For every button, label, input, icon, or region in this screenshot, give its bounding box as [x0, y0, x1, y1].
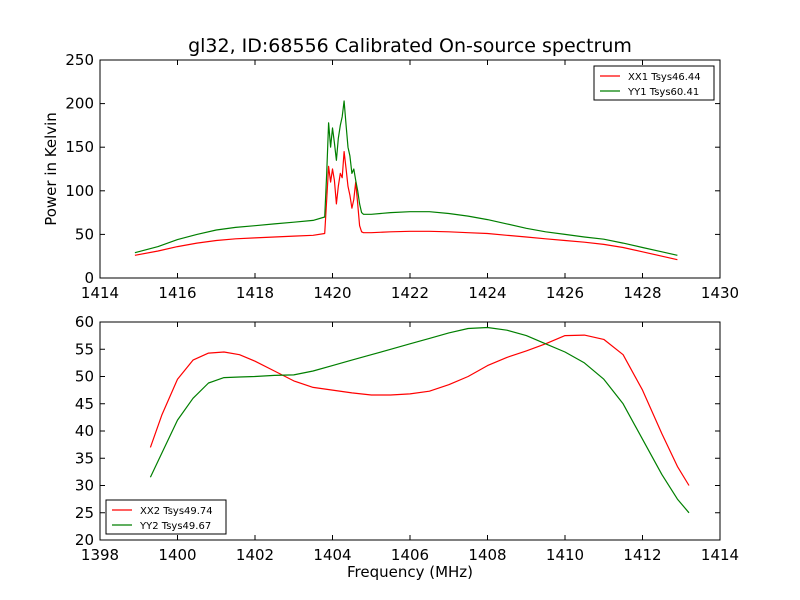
y-tick-label: 40 [75, 422, 94, 440]
y-tick-label: 50 [75, 368, 94, 386]
x-tick-label: 1406 [391, 546, 429, 564]
x-axis-label: Frequency (MHz) [347, 563, 473, 581]
x-tick-label: 1422 [391, 284, 429, 302]
x-tick-label: 1416 [158, 284, 196, 302]
x-tick-label: 1420 [313, 284, 351, 302]
y-tick-label: 200 [65, 95, 94, 113]
x-tick-label: 1412 [623, 546, 661, 564]
y-tick-label: 100 [65, 182, 94, 200]
x-tick-label: 1414 [81, 284, 119, 302]
y-tick-label: 150 [65, 138, 94, 156]
chart-panel-2: 1398 1400 1402 1404 1406 1408 1410 1412 1414 20 25… [75, 313, 739, 581]
series-line-2 [149, 326, 690, 514]
legend-label-1: XX1 Tsys46.44 [628, 72, 701, 83]
chart-panels: 1414 1416 1418 1420 1422 1424 1426 1428 14300501… [42, 51, 739, 581]
figure-title: gl32, ID:68556 Calibrated On-source spec… [188, 35, 632, 57]
chart-panel-1: 1414 1416 1418 1420 1422 1424 1426 1428 1430 0 50 1… [42, 51, 739, 302]
x-tick-label: 1402 [236, 546, 274, 564]
x-tick-label: 1398 [81, 546, 119, 564]
x-tick-label: 1414 [701, 546, 739, 564]
x-tick-label: 1430 [701, 284, 739, 302]
x-tick-label: 1410 [546, 546, 584, 564]
y-tick-label: 35 [75, 449, 94, 467]
x-tick-label: 1418 [236, 284, 274, 302]
y-tick-label: 20 [75, 531, 94, 549]
legend-label-1: XX2 Tsys49.74 [140, 506, 213, 517]
series-line-1 [134, 151, 678, 261]
x-tick-label: 1428 [623, 284, 661, 302]
x-tick-label: 1404 [313, 546, 351, 564]
series-line-2 [134, 100, 678, 256]
x-tick-label: 1400 [158, 546, 196, 564]
legend: XX2 Tsys49.74 YY2 Tsys49.67 [105, 499, 227, 535]
series-line-1 [149, 334, 690, 486]
y-tick-label: 250 [65, 51, 94, 69]
y-tick-label: 25 [75, 504, 94, 522]
y-tick-label: 55 [75, 340, 94, 358]
y-axis-label: Power in Kelvin [42, 112, 60, 226]
y-tick-label: 0 [84, 269, 94, 287]
legend-label-2: YY2 Tsys49.67 [139, 521, 211, 532]
y-tick-label: 45 [75, 395, 94, 413]
legend-box [593, 65, 715, 101]
x-tick-label: 1426 [546, 284, 584, 302]
x-tick-label: 1408 [468, 546, 506, 564]
legend: XX1 Tsys46.44 YY1 Tsys60.41 [593, 65, 715, 101]
x-tick-label: 1424 [468, 284, 506, 302]
legend-box [105, 499, 227, 535]
y-tick-label: 50 [75, 225, 94, 243]
y-tick-label: 30 [75, 477, 94, 495]
y-tick-label: 60 [75, 313, 94, 331]
legend-label-2: YY1 Tsys60.41 [627, 87, 699, 98]
